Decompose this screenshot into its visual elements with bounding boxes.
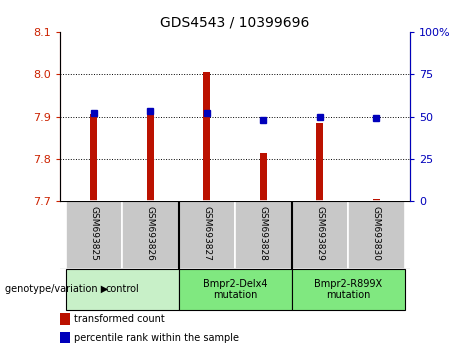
Bar: [292, 269, 405, 310]
Text: GSM693827: GSM693827: [202, 206, 211, 261]
Bar: [60, 313, 71, 325]
Text: GSM693825: GSM693825: [89, 206, 98, 261]
Bar: [317, 123, 323, 201]
Text: GSM693826: GSM693826: [146, 206, 155, 261]
Bar: [60, 332, 71, 343]
Text: genotype/variation ▶: genotype/variation ▶: [5, 284, 108, 294]
Text: Bmpr2-Delx4
mutation: Bmpr2-Delx4 mutation: [203, 279, 267, 300]
Bar: [65, 201, 122, 269]
Text: percentile rank within the sample: percentile rank within the sample: [74, 333, 239, 343]
Text: GSM693829: GSM693829: [315, 206, 325, 261]
Bar: [147, 114, 154, 201]
Bar: [178, 269, 292, 310]
Title: GDS4543 / 10399696: GDS4543 / 10399696: [160, 15, 310, 29]
Bar: [348, 201, 405, 269]
Bar: [235, 201, 292, 269]
Bar: [122, 201, 178, 269]
Bar: [373, 199, 380, 201]
Bar: [65, 269, 178, 310]
Bar: [260, 153, 267, 201]
Bar: [178, 201, 235, 269]
Bar: [90, 114, 97, 201]
Text: GSM693828: GSM693828: [259, 206, 268, 261]
Bar: [203, 72, 210, 201]
Text: transformed count: transformed count: [74, 314, 165, 324]
Text: control: control: [105, 284, 139, 294]
Bar: [292, 201, 348, 269]
Text: Bmpr2-R899X
mutation: Bmpr2-R899X mutation: [314, 279, 382, 300]
Text: GSM693830: GSM693830: [372, 206, 381, 261]
